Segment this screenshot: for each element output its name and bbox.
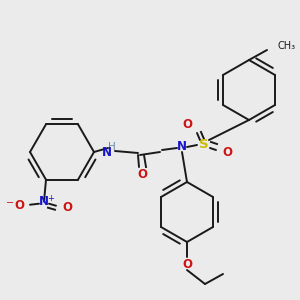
Text: CH₃: CH₃: [277, 41, 295, 51]
Text: N: N: [102, 146, 112, 160]
Text: O: O: [14, 199, 24, 212]
Text: S: S: [199, 139, 209, 152]
Text: H: H: [108, 142, 116, 152]
Text: O: O: [222, 146, 232, 158]
Text: N: N: [177, 140, 187, 154]
Text: +: +: [48, 194, 54, 203]
Text: O: O: [137, 169, 147, 182]
Text: −: −: [6, 198, 14, 208]
Text: O: O: [182, 118, 192, 130]
Text: O: O: [182, 257, 192, 271]
Text: N: N: [39, 195, 49, 208]
Text: O: O: [62, 201, 72, 214]
